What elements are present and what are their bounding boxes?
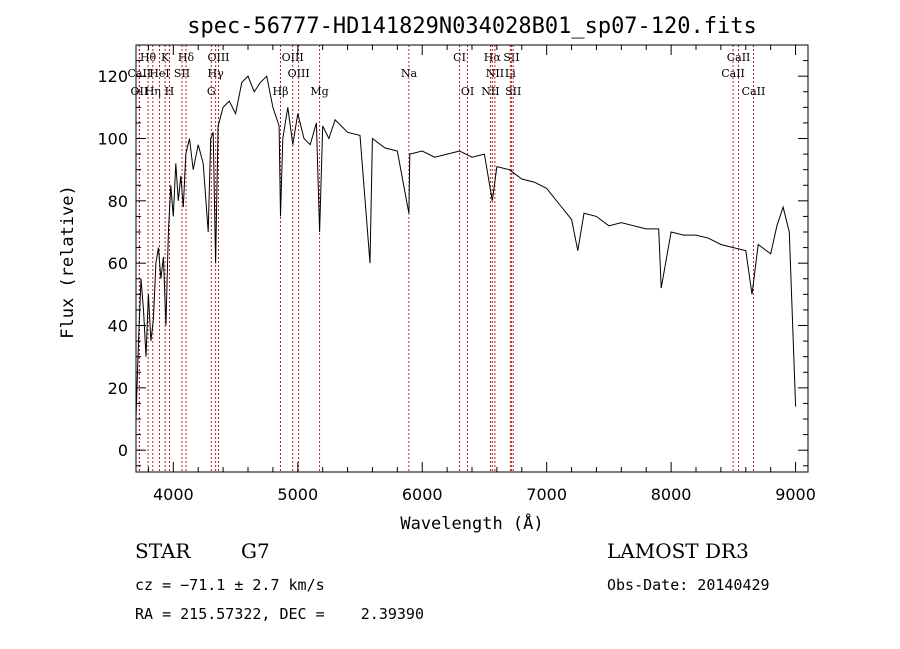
line-marker-label: Hη [145,85,161,98]
y-tick-label: 40 [108,317,128,336]
line-marker-label: NII [486,67,504,80]
line-marker-label: CaII [742,85,766,98]
x-axis-ticks: 4000 5000 6000 7000 8000 9000 [147,45,816,504]
line-marker-label: K [161,51,170,64]
chart-title: spec-56777-HD141829N034028B01_sp07-120.f… [187,14,757,39]
x-tick-label: 4000 [153,485,194,504]
line-marker-label: G [207,85,216,98]
line-marker-label: Hβ [273,85,289,98]
x-tick-label: 5000 [277,485,318,504]
line-marker-label: CaII [727,51,751,64]
y-axis-label: Flux (relative) [58,185,78,339]
line-marker-label: Li [505,67,516,80]
x-axis-label: Wavelength (Å) [400,512,543,534]
coordinates: RA = 215.57322, DEC = 2.39390 [135,605,424,623]
survey-name: LAMOST DR3 [607,539,749,563]
line-marker-label: SII [503,51,519,64]
x-tick-label: 8000 [651,485,692,504]
y-tick-label: 0 [118,441,128,460]
x-tick-label: 6000 [402,485,443,504]
y-tick-label: 80 [108,192,128,211]
redshift-velocity: cz = −71.1 ± 2.7 km/s [135,576,325,594]
y-tick-label: 60 [108,254,128,273]
object-type: STAR [135,539,191,563]
line-marker-label: OIII [288,67,310,80]
line-marker-label: Na [401,67,418,80]
spectrum-series [135,75,797,420]
line-marker-label: Hθ [140,51,157,64]
x-tick-label: 7000 [526,485,567,504]
line-marker-label: CaII [721,67,745,80]
y-tick-label: 20 [108,379,128,398]
y-axis-ticks: 0 20 40 60 80 100 120 [97,60,808,467]
line-marker-label: OI [461,85,474,98]
spectrum-line [135,75,797,420]
y-tick-label: 120 [97,67,128,86]
line-marker-label: HeI [149,67,169,80]
line-marker-label: Hα [484,51,502,64]
line-marker-label: CI [453,51,466,64]
line-marker-label: Hγ [208,67,225,80]
line-marker-label: SII [505,85,521,98]
y-tick-label: 100 [97,130,128,149]
line-marker-label: OIII [282,51,304,64]
line-marker-label: H [165,85,175,98]
line-marker-label: Mg [310,85,328,98]
line-marker-label: SII [174,67,190,80]
observation-date: Obs-Date: 20140429 [607,576,770,594]
line-marker-label: NII [481,85,499,98]
line-marker-label: OIII [207,51,229,64]
line-marker-label: Hδ [178,51,195,64]
x-tick-label: 9000 [775,485,816,504]
subclass: G7 [241,539,270,563]
